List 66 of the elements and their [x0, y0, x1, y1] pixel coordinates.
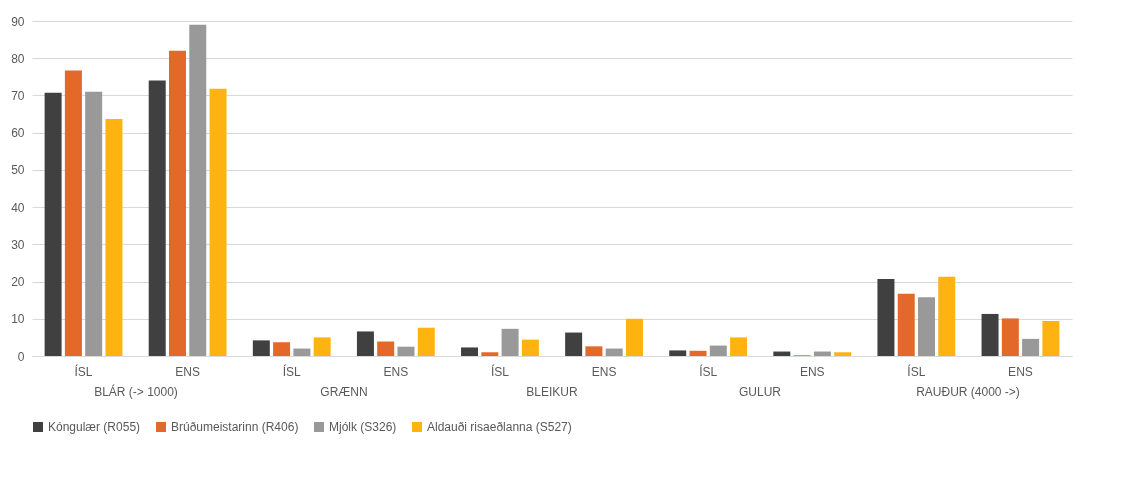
bar [85, 91, 103, 356]
legend-label: Aldauði risaeðlanna (S527) [427, 420, 572, 434]
bar [938, 276, 956, 356]
x-tick-label: ÍSL [74, 363, 93, 379]
bar [709, 345, 727, 356]
x-tick-label: ENS [383, 364, 409, 379]
bar [501, 328, 519, 356]
bar [897, 293, 915, 356]
bar [669, 350, 687, 356]
text: BLEIKUR [526, 385, 579, 399]
bar [252, 340, 270, 356]
bar [417, 327, 435, 356]
y-tick-label: 60 [11, 126, 25, 141]
bar [1042, 321, 1060, 356]
text: BLÁR (-> 1000) [94, 384, 178, 399]
bar [565, 332, 583, 356]
y-tick-label: 70 [11, 88, 25, 103]
x-tick-label: ENS [799, 364, 825, 379]
bar [585, 346, 603, 356]
bar [481, 352, 499, 356]
bar [625, 318, 643, 356]
legend-label: Mjólk (S326) [329, 420, 397, 434]
legend-label: Kóngulær (R055) [48, 420, 141, 434]
y-tick-label: 0 [17, 349, 25, 364]
bar [209, 88, 227, 356]
y-tick-label: 20 [11, 275, 25, 290]
bar [105, 118, 123, 356]
bar [169, 50, 186, 356]
y-tick-label: 10 [11, 312, 25, 327]
bar [730, 337, 748, 356]
x-tick-label: ÍSL [699, 363, 718, 379]
y-tick-label: 40 [11, 200, 25, 215]
bar [313, 337, 331, 356]
text: GRÆNN [320, 385, 368, 399]
y-tick-label: 50 [11, 163, 25, 178]
bar [689, 350, 707, 356]
x-tick-label: ÍSL [490, 363, 510, 379]
bar [981, 313, 999, 356]
bar [293, 348, 311, 356]
bar [461, 347, 479, 356]
bar [1022, 338, 1040, 356]
x-tick-label: ENS [175, 364, 200, 379]
bar [273, 342, 291, 356]
bar [189, 24, 207, 356]
x-tick-label: ÍSL [907, 363, 926, 379]
bar [377, 341, 395, 356]
bar [918, 297, 935, 356]
bar [397, 346, 415, 356]
bar [1001, 318, 1019, 356]
y-tick-label: 30 [11, 237, 25, 252]
bar [356, 331, 374, 356]
x-tick-label: ÍSL [282, 363, 302, 379]
bar [44, 92, 62, 356]
text: RAUÐUR (4000 ->) [916, 385, 1020, 399]
bar [605, 348, 623, 356]
y-tick-label: 80 [11, 51, 25, 66]
bar [521, 339, 539, 356]
y-tick-label: 90 [11, 14, 25, 29]
text: GULUR [738, 385, 782, 399]
bar [64, 70, 82, 356]
x-tick-label: ENS [1008, 364, 1033, 379]
bar [834, 352, 852, 356]
x-tick-label: ENS [591, 364, 617, 379]
bar [148, 80, 166, 356]
bar [877, 278, 895, 356]
legend-label: Brúðumeistarinn (R406) [171, 420, 299, 434]
